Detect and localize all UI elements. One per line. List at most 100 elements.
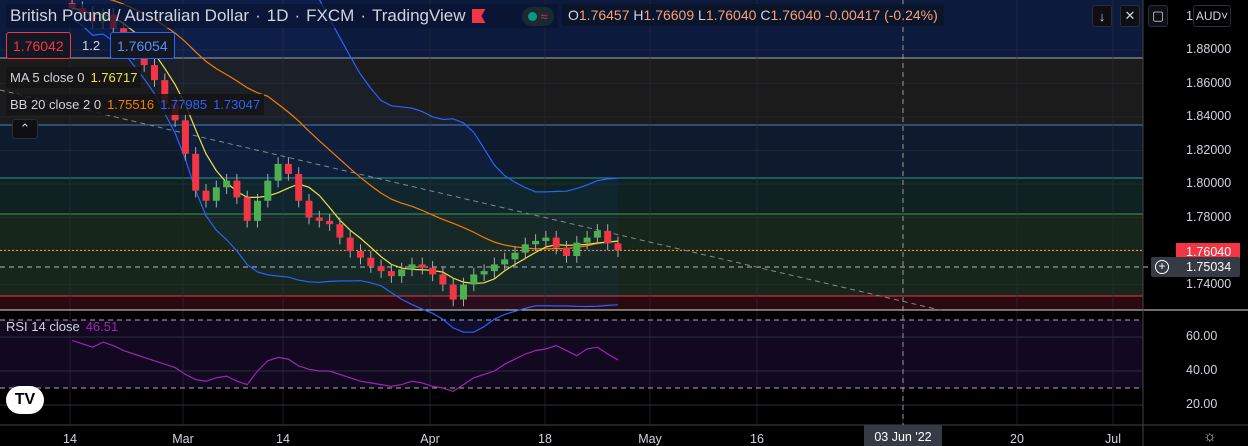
candle	[367, 257, 375, 267]
ma-legend[interactable]: MA 5 close 0 1.76717	[6, 67, 142, 88]
background-band	[0, 214, 1143, 296]
candle	[490, 264, 498, 272]
candle	[593, 230, 601, 238]
trend-line	[0, 89, 941, 311]
ma-line	[71, 7, 619, 285]
rsi-legend[interactable]: RSI 14 close 46.51	[6, 319, 119, 334]
candle	[408, 264, 416, 270]
candle	[480, 271, 488, 275]
bb-upper-line	[318, 0, 619, 193]
candle	[274, 163, 282, 181]
sell-button[interactable]: 1.76042	[6, 32, 71, 59]
candle	[398, 269, 406, 277]
candle	[614, 243, 622, 251]
candle	[254, 200, 261, 221]
market-status[interactable]: ≈	[521, 6, 554, 26]
price-tick: 1.82000	[1186, 142, 1232, 157]
background-band	[0, 320, 1143, 388]
candle	[460, 284, 467, 300]
candle	[449, 284, 457, 300]
price-tick: 1.80000	[1186, 176, 1232, 190]
buy-button[interactable]: 1.76054	[110, 32, 175, 59]
candle	[387, 271, 395, 277]
rsi-tick: 60.00	[1186, 329, 1218, 343]
candle	[532, 240, 540, 245]
time-tick: Apr	[420, 432, 440, 446]
time-tick: 14	[276, 432, 290, 446]
flag-icon[interactable]	[471, 9, 486, 23]
fullscreen-button[interactable]: ▢	[1148, 5, 1168, 27]
partial-tick: 1	[1186, 9, 1193, 23]
candle	[140, 53, 148, 66]
candle	[305, 200, 313, 218]
bb-legend[interactable]: BB 20 close 2 0 1.75516 1.77985 1.73047	[6, 94, 265, 115]
ohlc-readout: O1.76457 H1.76609 L1.76040 C1.76040 -0.0…	[562, 4, 944, 26]
candle	[212, 187, 220, 201]
tradingview-logo[interactable]: TV	[6, 386, 44, 414]
candle	[511, 252, 519, 260]
add-alert-plus-icon[interactable]: +	[1155, 260, 1169, 274]
currency-selector[interactable]: AUD ˅	[1193, 5, 1231, 27]
price-tick: 1.88000	[1186, 42, 1232, 56]
candle	[573, 242, 581, 257]
candle	[336, 224, 344, 238]
crosshair-price-label: 1.75034	[1151, 257, 1240, 277]
candle	[243, 197, 251, 221]
candle	[161, 80, 169, 104]
candle	[542, 237, 550, 241]
price-tick: 1.74000	[1186, 276, 1232, 291]
symbol-title[interactable]: British Pound / Australian Dollar	[10, 6, 250, 25]
rsi-tick: 20.00	[1186, 397, 1218, 411]
source: TradingView	[371, 6, 466, 25]
candle	[223, 180, 231, 188]
candle	[181, 120, 189, 154]
candle	[264, 180, 272, 201]
time-tick: 14	[63, 432, 77, 446]
time-tick: 20	[1010, 432, 1024, 446]
time-tick: May	[638, 432, 662, 446]
candle	[151, 65, 158, 81]
candle	[429, 267, 437, 275]
collapse-legend-button[interactable]: ⌃	[12, 119, 38, 139]
time-tick: 16	[750, 432, 764, 446]
rsi-line	[71, 339, 619, 393]
time-tick: 18	[538, 432, 552, 446]
settings-gear-icon[interactable]: ☼	[1203, 428, 1217, 445]
candle	[192, 153, 200, 191]
bb-fill	[72, 0, 618, 333]
change: -0.00417 (-0.24%)	[824, 7, 938, 23]
candle	[418, 264, 426, 268]
scroll-down-button[interactable]: ↓	[1092, 5, 1112, 27]
price-tick: 1.78000	[1186, 209, 1232, 224]
candle	[326, 220, 334, 225]
candle	[552, 237, 560, 248]
background-band	[0, 296, 1143, 310]
candle	[470, 274, 478, 285]
background-band	[0, 125, 1143, 178]
time-tick: Jul	[1105, 432, 1121, 446]
candle	[357, 251, 364, 258]
time-tick: Mar	[172, 432, 194, 446]
candle	[315, 217, 323, 221]
spread: 1.2	[82, 38, 101, 53]
market-open-dot-icon	[527, 11, 537, 21]
candle	[202, 190, 210, 201]
candle	[284, 163, 292, 174]
last-price-label: 1.76040	[1176, 243, 1240, 260]
candle	[233, 180, 241, 198]
candle	[439, 274, 447, 285]
candle	[521, 244, 529, 253]
rsi-tick: 40.00	[1186, 363, 1218, 377]
price-tick: 1.86000	[1186, 75, 1232, 90]
exchange: FXCM	[306, 6, 355, 25]
wave-icon: ≈	[540, 8, 548, 24]
crosshair-date-label: 03 Jun '22	[864, 425, 942, 446]
interval[interactable]: 1D	[266, 6, 289, 25]
candle	[604, 230, 612, 244]
price-tick: 1.84000	[1186, 109, 1232, 123]
collapse-button[interactable]: ✕	[1120, 5, 1140, 27]
symbol-header: British Pound / Australian Dollar · 1D · F…	[6, 4, 558, 28]
candle	[346, 237, 354, 251]
candle	[295, 173, 303, 201]
